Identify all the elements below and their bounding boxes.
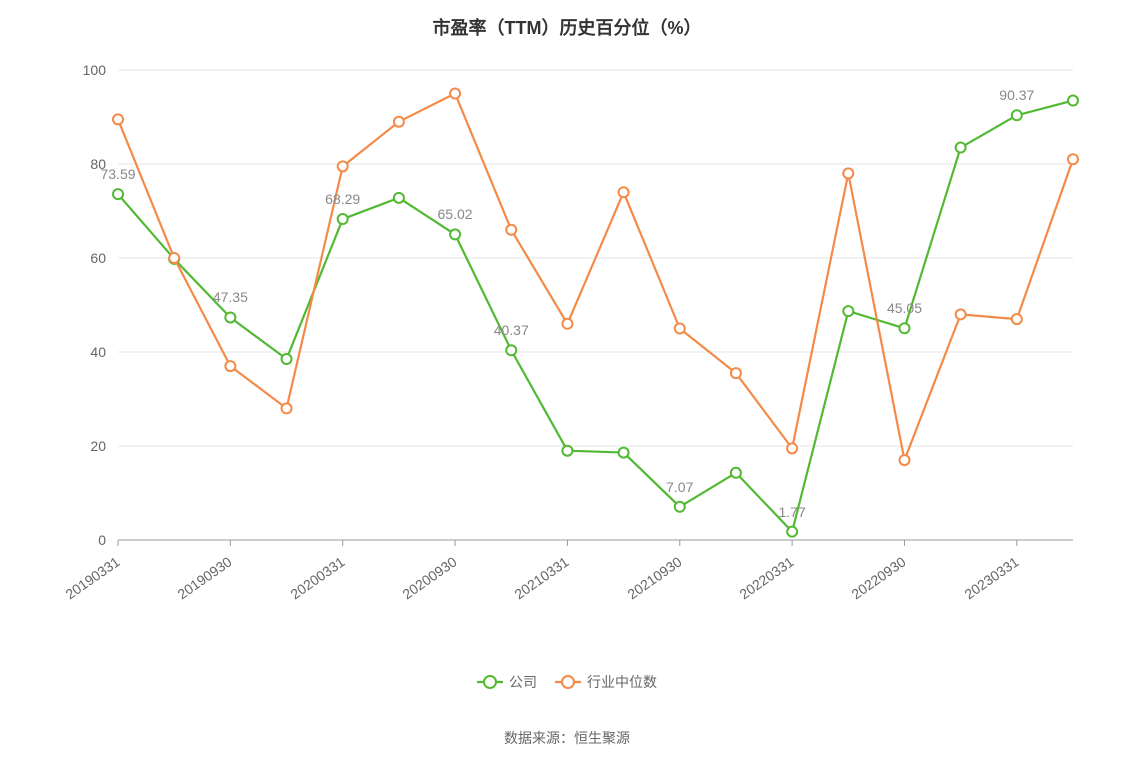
- chart-title: 市盈率（TTM）历史百分位（%）: [0, 14, 1134, 40]
- series-marker-0: [619, 448, 629, 458]
- x-tick-label: 20220930: [849, 553, 909, 602]
- plot-svg: [118, 70, 1073, 548]
- series-marker-1: [731, 368, 741, 378]
- point-label: 68.29: [325, 191, 360, 207]
- series-marker-0: [282, 354, 292, 364]
- y-tick-label: 60: [46, 250, 106, 266]
- series-marker-1: [1012, 314, 1022, 324]
- point-label: 40.37: [494, 322, 529, 338]
- series-marker-1: [282, 403, 292, 413]
- series-marker-1: [562, 319, 572, 329]
- series-marker-1: [619, 187, 629, 197]
- series-marker-1: [225, 361, 235, 371]
- point-label: 45.05: [887, 300, 922, 316]
- x-tick-label: 20200930: [399, 553, 459, 602]
- series-marker-0: [1012, 110, 1022, 120]
- data-source: 数据来源：恒生聚源: [0, 728, 1134, 748]
- x-tick-label: 20210331: [512, 553, 572, 602]
- x-tick-label: 20190331: [62, 553, 122, 602]
- series-marker-0: [113, 189, 123, 199]
- series-marker-1: [787, 443, 797, 453]
- series-marker-1: [506, 225, 516, 235]
- series-marker-1: [843, 168, 853, 178]
- point-label: 73.59: [100, 166, 135, 182]
- point-label: 47.35: [213, 289, 248, 305]
- series-marker-1: [113, 114, 123, 124]
- series-marker-0: [450, 229, 460, 239]
- y-tick-label: 20: [46, 438, 106, 454]
- plot-area: 0204060801002019033120190930202003312020…: [118, 70, 1073, 540]
- legend-item-1[interactable]: 行业中位数: [555, 672, 657, 692]
- series-marker-0: [787, 527, 797, 537]
- point-label: 7.07: [666, 479, 693, 495]
- series-marker-0: [1068, 96, 1078, 106]
- series-marker-0: [562, 446, 572, 456]
- legend-swatch-icon: [477, 674, 503, 690]
- series-marker-0: [338, 214, 348, 224]
- series-marker-1: [394, 117, 404, 127]
- point-label: 65.02: [438, 206, 473, 222]
- x-tick-label: 20190930: [175, 553, 235, 602]
- x-tick-label: 20210930: [624, 553, 684, 602]
- series-marker-1: [1068, 154, 1078, 164]
- legend-item-0[interactable]: 公司: [477, 672, 537, 692]
- x-tick-label: 20200331: [287, 553, 347, 602]
- series-marker-0: [731, 468, 741, 478]
- series-marker-0: [394, 193, 404, 203]
- series-marker-1: [899, 455, 909, 465]
- x-tick-label: 20230331: [961, 553, 1021, 602]
- x-tick-label: 20220331: [736, 553, 796, 602]
- series-marker-1: [338, 161, 348, 171]
- series-marker-0: [956, 143, 966, 153]
- legend-label: 公司: [509, 672, 537, 692]
- series-marker-1: [675, 324, 685, 334]
- legend-swatch-icon: [555, 674, 581, 690]
- y-tick-label: 0: [46, 532, 106, 548]
- series-marker-1: [169, 253, 179, 263]
- legend-label: 行业中位数: [587, 672, 657, 692]
- series-marker-0: [843, 306, 853, 316]
- series-marker-0: [675, 502, 685, 512]
- point-label: 1.77: [778, 504, 805, 520]
- chart-container: 市盈率（TTM）历史百分位（%） 02040608010020190331201…: [0, 0, 1134, 766]
- series-marker-0: [506, 345, 516, 355]
- series-marker-0: [225, 312, 235, 322]
- series-line-0: [118, 101, 1073, 532]
- series-line-1: [118, 94, 1073, 461]
- legend: 公司 行业中位数: [0, 672, 1134, 692]
- y-tick-label: 80: [46, 156, 106, 172]
- series-marker-0: [899, 323, 909, 333]
- series-marker-1: [956, 309, 966, 319]
- series-marker-1: [450, 89, 460, 99]
- y-tick-label: 100: [46, 62, 106, 78]
- point-label: 90.37: [999, 87, 1034, 103]
- y-tick-label: 40: [46, 344, 106, 360]
